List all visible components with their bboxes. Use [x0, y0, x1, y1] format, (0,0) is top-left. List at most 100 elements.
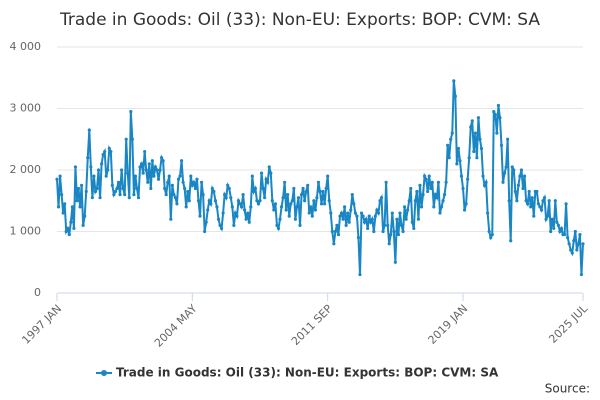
point [372, 229, 376, 234]
point [359, 211, 364, 215]
legend-marker [101, 370, 107, 376]
point [392, 229, 396, 234]
point [70, 205, 74, 209]
point [307, 211, 311, 215]
point [542, 196, 547, 200]
chart-title: Trade in Goods: Oil (33): Non-EU: Export… [59, 10, 540, 30]
point [58, 174, 62, 178]
point [116, 180, 121, 184]
point [393, 260, 397, 264]
point [375, 208, 379, 212]
point [233, 211, 238, 215]
point [438, 211, 442, 215]
point [379, 196, 384, 200]
point [87, 128, 91, 132]
point [546, 214, 550, 218]
point [470, 119, 474, 123]
point [263, 196, 267, 200]
point [123, 193, 127, 197]
point [327, 199, 331, 203]
point [489, 236, 493, 240]
x-tick-label: 2011 SEP [289, 302, 335, 348]
point [519, 168, 524, 172]
point [336, 232, 341, 237]
point [163, 186, 167, 191]
point [516, 183, 521, 187]
point [504, 165, 508, 169]
point [439, 205, 444, 209]
point [487, 229, 491, 234]
point [515, 199, 519, 203]
point [564, 202, 568, 206]
point [498, 116, 502, 120]
point [132, 193, 136, 197]
point [343, 205, 347, 209]
y-tick-label: 2 000 [10, 163, 42, 176]
point [196, 199, 201, 203]
point [579, 272, 584, 277]
point [293, 217, 297, 221]
point [363, 220, 367, 224]
point [559, 226, 564, 231]
point [378, 199, 382, 203]
point [269, 171, 273, 175]
point [236, 199, 241, 203]
point [218, 223, 222, 227]
point [126, 171, 130, 175]
point [103, 149, 107, 154]
point [355, 214, 359, 218]
series-line [56, 80, 584, 275]
point [473, 131, 477, 135]
point [250, 174, 254, 178]
point [469, 125, 473, 129]
point [456, 146, 461, 151]
point [244, 217, 248, 221]
point [512, 168, 516, 172]
point [161, 159, 165, 163]
point [492, 109, 496, 114]
point [552, 226, 556, 231]
point [207, 199, 211, 203]
point [63, 202, 67, 206]
point [464, 202, 468, 206]
point [201, 193, 205, 197]
point [450, 131, 454, 135]
point [544, 217, 548, 221]
point [156, 177, 161, 181]
point [338, 214, 342, 218]
point [313, 208, 317, 212]
point [159, 156, 164, 160]
point [562, 232, 567, 237]
point [429, 186, 433, 191]
point [273, 202, 277, 206]
point [158, 168, 162, 172]
point [127, 196, 131, 200]
point [507, 199, 511, 203]
point [192, 180, 196, 184]
point [486, 211, 490, 215]
point [481, 174, 485, 178]
point [524, 199, 528, 203]
point [373, 214, 377, 218]
point [398, 211, 402, 215]
point [401, 229, 405, 234]
point [422, 174, 427, 178]
point [361, 214, 365, 218]
y-tick-label: 3 000 [10, 102, 42, 115]
point [167, 174, 171, 178]
point [64, 229, 68, 234]
point [407, 199, 411, 203]
point [404, 217, 408, 221]
point [95, 186, 99, 191]
point [526, 202, 530, 206]
point [395, 217, 399, 221]
point [441, 199, 445, 203]
point [321, 189, 325, 194]
point [101, 153, 105, 157]
point [152, 174, 156, 178]
point [315, 196, 319, 200]
point [227, 186, 231, 191]
point [549, 229, 553, 234]
point [413, 199, 417, 203]
point [458, 159, 462, 163]
